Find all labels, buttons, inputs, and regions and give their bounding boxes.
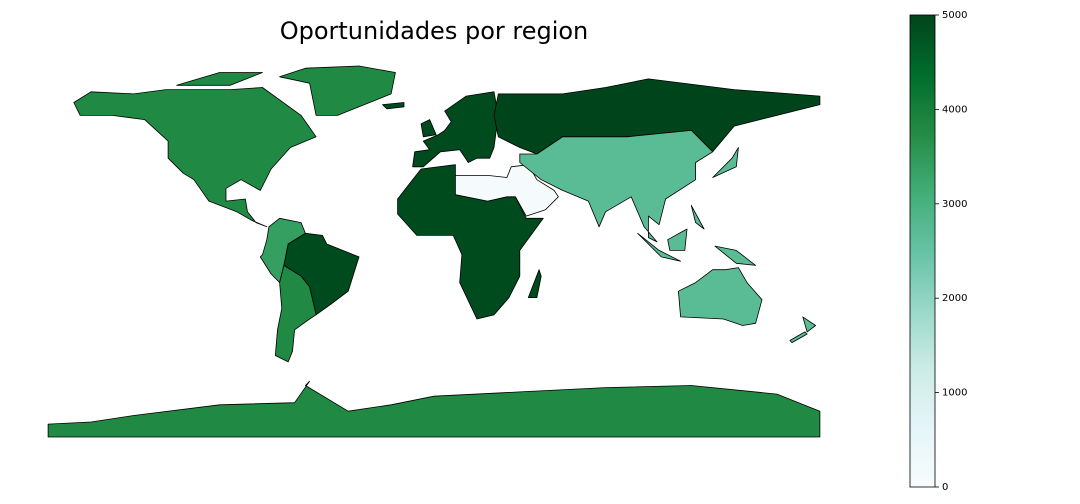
region [283, 232, 360, 316]
chart-title: Oportunidades por region [280, 17, 589, 45]
region [47, 380, 821, 438]
colorbar-tick-label: 1000 [942, 388, 967, 399]
colorbar-tick-label: 3000 [942, 199, 967, 210]
region [678, 267, 816, 343]
colorbar [909, 14, 936, 488]
region [493, 78, 821, 155]
map [47, 65, 821, 438]
colorbar-tick-label: 4000 [942, 104, 967, 115]
region [397, 164, 544, 320]
region [455, 164, 559, 217]
colorbar-tick-label: 0 [942, 482, 948, 493]
region [382, 91, 499, 168]
region [73, 65, 396, 228]
colorbar-tick-label: 5000 [942, 10, 967, 21]
colorbar-tick-label: 2000 [942, 293, 967, 304]
region [519, 130, 756, 266]
region [274, 265, 317, 363]
